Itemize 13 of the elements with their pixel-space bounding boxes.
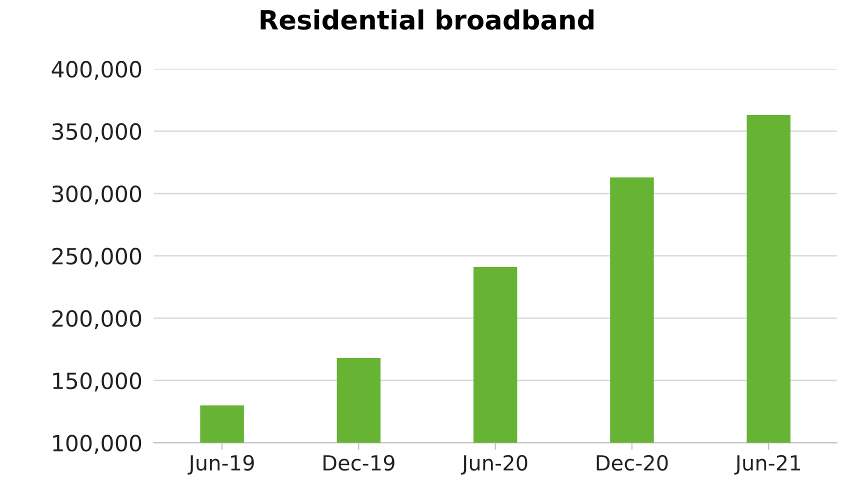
chart-title: Residential broadband (260, 9, 594, 30)
y-tick-label: 100,000 (53, 434, 142, 454)
y-tick-label: 300,000 (52, 185, 142, 205)
y-tick-label: 400,000 (52, 60, 142, 80)
x-tick-label: Dec-20 (596, 454, 668, 471)
x-tick-label: Jun-21 (734, 454, 800, 475)
y-tick-label: 250,000 (52, 248, 142, 267)
y-tick-label: 200,000 (52, 310, 142, 330)
x-tick-label: Jun-20 (460, 454, 528, 475)
y-tick-label: 150,000 (53, 372, 142, 392)
x-tick-label: Jun-19 (188, 454, 254, 475)
x-tick-label: Dec-19 (324, 454, 394, 471)
y-tick-label: 350,000 (52, 123, 142, 142)
